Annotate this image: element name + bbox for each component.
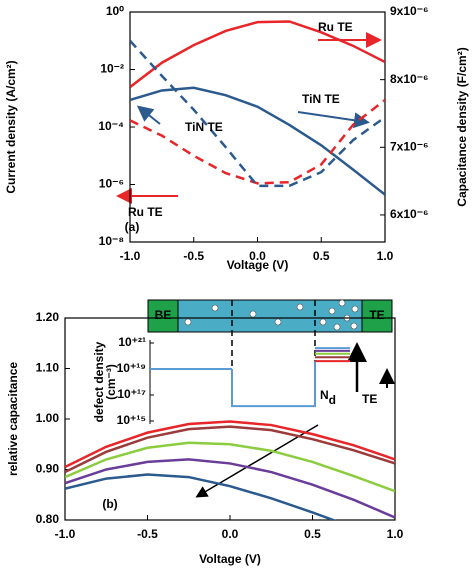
panel-label: (a) — [125, 220, 140, 234]
inset-tick-label: 10⁺¹⁷ — [117, 387, 146, 401]
y2-tick-label: 6x10⁻⁶ — [390, 207, 429, 221]
top-electrode — [361, 299, 393, 333]
nd-main: N — [320, 388, 329, 402]
annotation: TiN TE — [302, 92, 340, 106]
inset-tick-label: 10⁺²¹ — [118, 335, 146, 349]
panel-label: (b) — [102, 497, 117, 511]
te-label: TE — [369, 308, 384, 322]
series-line — [130, 20, 385, 89]
y-tick-label: 10⁻⁶ — [99, 177, 124, 191]
series-line — [130, 39, 385, 188]
y-axis-title: Current density (A/cm²) — [4, 60, 18, 193]
x-axis-title: Voltage (V) — [199, 552, 261, 566]
y2-tick-label: 8x10⁻⁶ — [390, 72, 429, 86]
x-tick-label: 1.0 — [387, 527, 404, 541]
annotation: Ru TE — [128, 205, 163, 219]
series-line — [130, 86, 385, 196]
y2-tick-label: 9x10⁻⁶ — [390, 4, 429, 18]
y-tick-label: 10⁻² — [100, 62, 124, 76]
y-tick-label: 1.10 — [36, 361, 60, 375]
series-line — [130, 99, 385, 185]
inset-axis-title: (cm⁻³) — [104, 364, 118, 400]
x-tick-label: 1.0 — [377, 249, 394, 263]
arrow-label: TE — [362, 392, 377, 406]
y-tick-label: 0.80 — [36, 512, 60, 526]
x-tick-label: 0.0 — [249, 249, 266, 263]
inset-axis-title: defect density — [92, 341, 106, 422]
annotation: Ru TE — [318, 20, 353, 34]
y-tick-label: 10⁻⁴ — [98, 119, 124, 133]
charts: -1.0 -0.5 0.0 0.5 1.0 10⁰ 10⁻² 10⁻⁴ 10⁻⁶ 10⁻⁸ 6x10… — [4, 4, 469, 566]
y2-axis-title: Capacitance density (F/cm²) — [455, 47, 469, 206]
arrow — [297, 111, 370, 129]
series-line — [65, 473, 337, 520]
arrow — [136, 105, 161, 125]
annotation: TiN TE — [185, 120, 223, 134]
x-tick-label: 0.5 — [313, 249, 330, 263]
series-line — [65, 441, 395, 493]
y-axis-title: relative capacitance — [6, 362, 20, 476]
x-axis-title: Voltage (V) — [227, 258, 289, 272]
inset-tick-label: 10⁺¹⁵ — [117, 413, 146, 427]
y2-tick-label: 7x10⁻⁶ — [390, 139, 429, 153]
inset-tick-label: 10⁺¹⁹ — [117, 361, 146, 375]
y-tick-label: 1.00 — [36, 411, 60, 425]
series-line — [65, 425, 395, 474]
x-tick-label: -0.5 — [137, 527, 158, 541]
nd-label: Nd — [320, 388, 336, 407]
y-tick-label: 1.20 — [36, 310, 60, 324]
series-line — [65, 420, 395, 469]
x-tick-label: -1.0 — [55, 527, 76, 541]
nd-sub: d — [329, 393, 336, 407]
y-tick-label: 10⁰ — [106, 4, 124, 18]
x-tick-label: 0.0 — [222, 527, 239, 541]
plot-frame — [129, 11, 386, 243]
x-tick-label: 0.5 — [304, 527, 321, 541]
defect-profile — [231, 361, 316, 408]
x-tick-label: -0.5 — [183, 249, 204, 263]
x-tick-label: -1.0 — [120, 249, 141, 263]
y-tick-label: 10⁻⁸ — [99, 234, 124, 248]
bottom-electrode — [147, 299, 179, 333]
defects — [184, 299, 359, 331]
y-tick-label: 0.90 — [36, 462, 60, 476]
be-label: BE — [155, 308, 172, 322]
series-line — [65, 458, 395, 519]
